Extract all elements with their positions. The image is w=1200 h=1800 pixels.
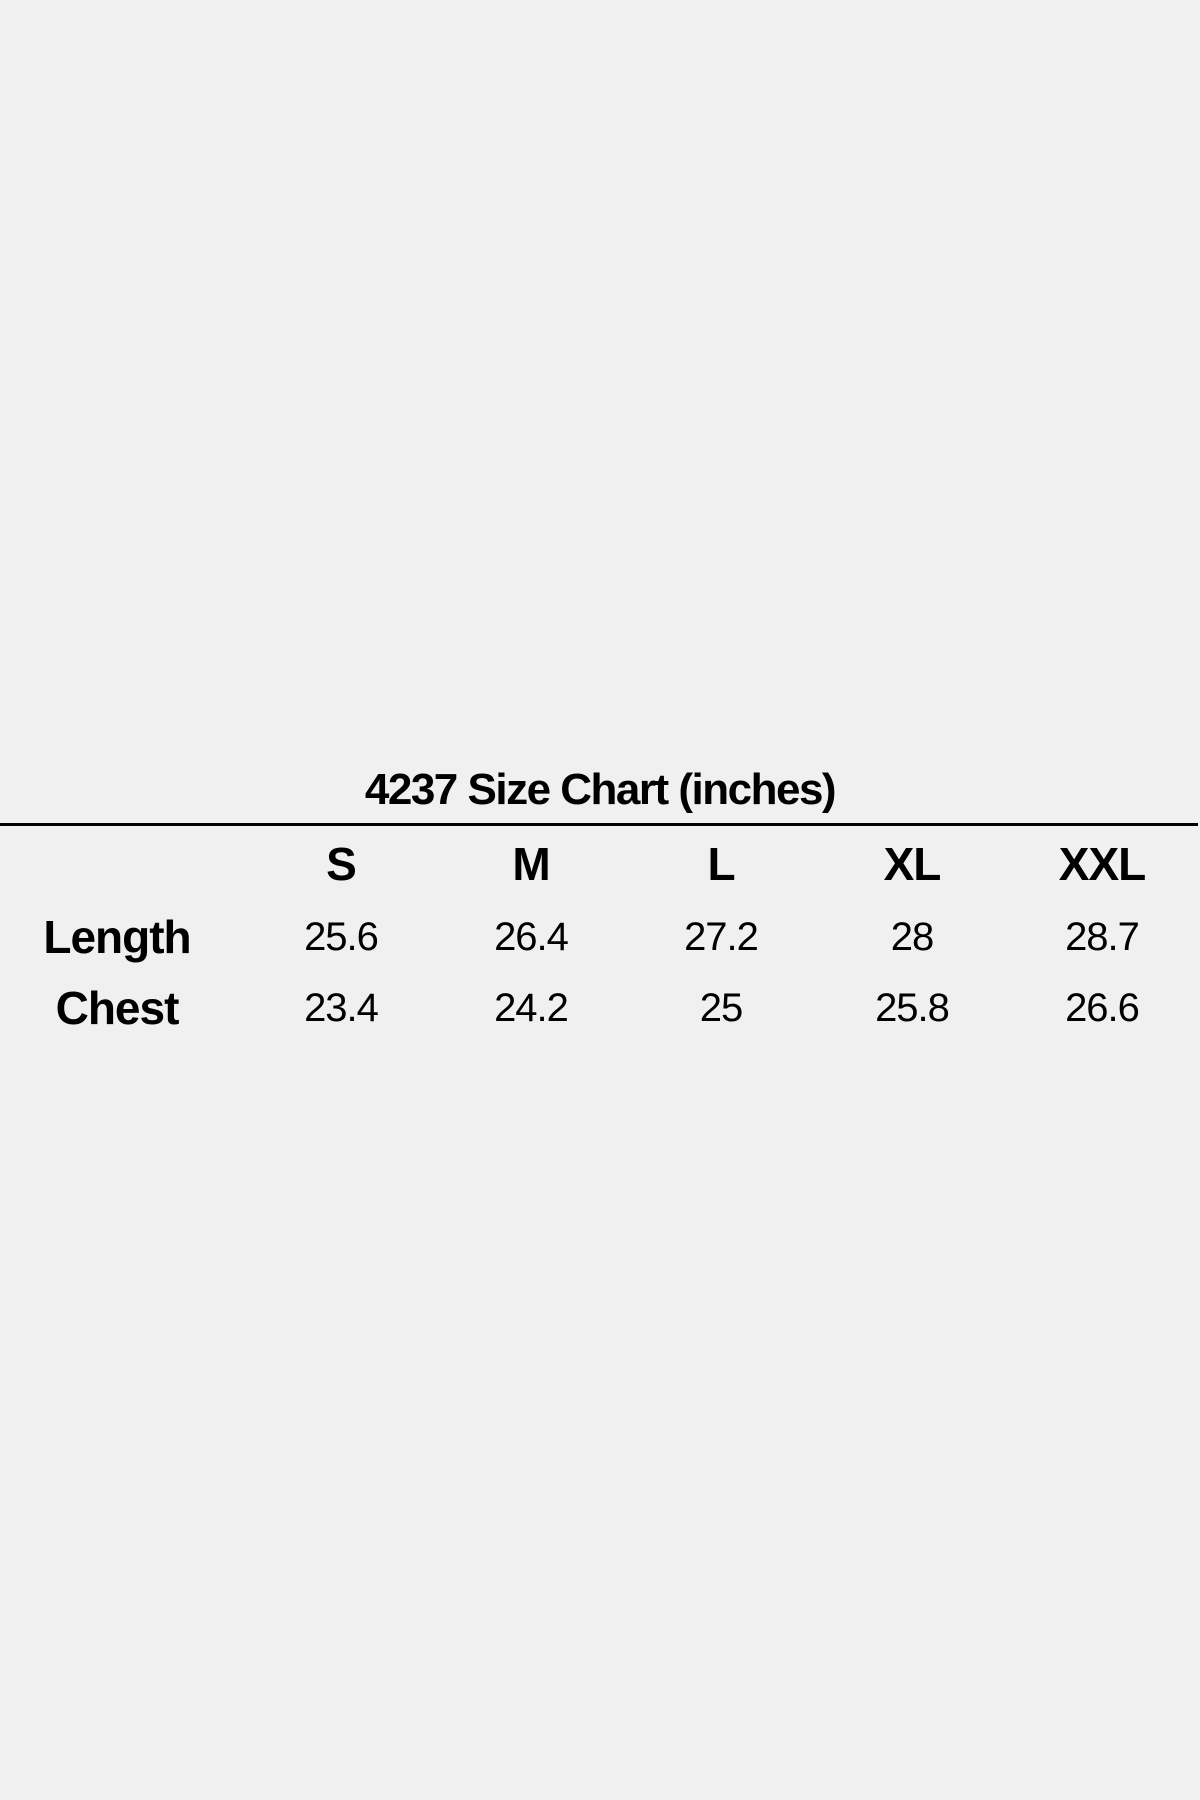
table-cell: 25.6 [304, 915, 379, 959]
column-header-xxl: XXL [1058, 838, 1146, 890]
table-cell: 28.7 [1065, 915, 1140, 959]
column-header-s: S [326, 838, 357, 890]
row-label-chest: Chest [55, 982, 180, 1034]
table-cell: 25 [699, 986, 744, 1030]
column-header-l: L [707, 838, 735, 890]
chart-title: 4237 Size Chart (inches) [364, 765, 837, 814]
table-cell: 28 [890, 915, 935, 959]
table-cell: 26.4 [494, 915, 569, 959]
row-label-length: Length [43, 911, 191, 963]
table-cell: 23.4 [304, 986, 379, 1030]
table-cell: 24.2 [494, 986, 569, 1030]
title-divider [0, 823, 1198, 826]
column-header-xl: XL [883, 838, 942, 890]
table-cell: 26.6 [1065, 986, 1140, 1030]
table-cell: 27.2 [684, 915, 759, 959]
column-header-m: M [512, 838, 550, 890]
table-cell: 25.8 [875, 986, 950, 1030]
